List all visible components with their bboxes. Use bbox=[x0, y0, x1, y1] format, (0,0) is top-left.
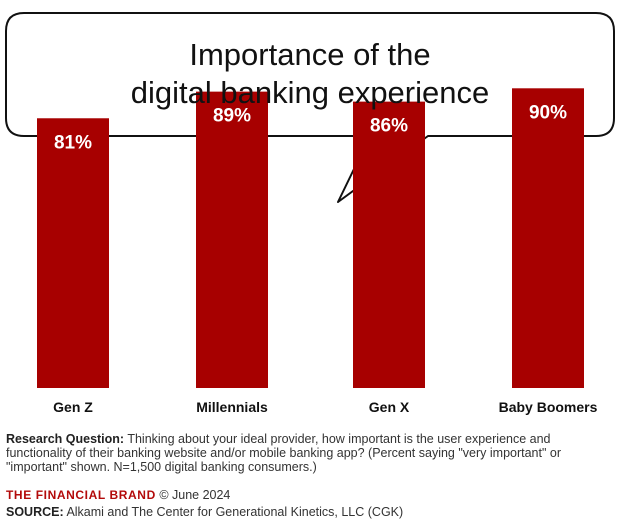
category-label-gen-z: Gen Z bbox=[53, 399, 93, 415]
bar-gen-z bbox=[37, 118, 109, 389]
brand-line: THE FINANCIAL BRAND © June 2024 bbox=[6, 488, 612, 503]
bars: 81% Gen Z 89% Millennials 86% Gen X 90% Baby Bo… bbox=[37, 88, 598, 415]
chart-title: Importance of the digital banking experi… bbox=[12, 36, 608, 112]
category-label-baby-boomers: Baby Boomers bbox=[499, 399, 598, 415]
bar-millennials bbox=[196, 91, 268, 388]
research-question-text: Thinking about your ideal provider, how … bbox=[6, 432, 562, 474]
source-text: Alkami and The Center for Generational K… bbox=[63, 505, 404, 519]
category-label-millennials: Millennials bbox=[196, 399, 268, 415]
chart-title-line-2: digital banking experience bbox=[130, 75, 490, 110]
chart-title-line-1: Importance of the bbox=[189, 37, 431, 72]
value-label-millennials: 89% bbox=[213, 106, 251, 127]
brand-date: © June 2024 bbox=[155, 488, 231, 502]
value-label-gen-x: 86% bbox=[370, 116, 408, 137]
source-label: SOURCE: bbox=[6, 505, 64, 519]
research-question-label: Research Question: bbox=[6, 432, 125, 446]
brand-name: THE FINANCIAL BRAND bbox=[6, 488, 156, 502]
category-label-gen-x: Gen X bbox=[369, 399, 410, 415]
value-label-gen-z: 81% bbox=[54, 132, 92, 153]
value-label-baby-boomers: 90% bbox=[529, 102, 567, 123]
bar-gen-x bbox=[353, 101, 425, 389]
research-question: Research Question: Thinking about your i… bbox=[6, 432, 612, 474]
source-line: SOURCE: Alkami and The Center for Genera… bbox=[6, 505, 612, 520]
bar-baby-boomers bbox=[512, 88, 584, 389]
